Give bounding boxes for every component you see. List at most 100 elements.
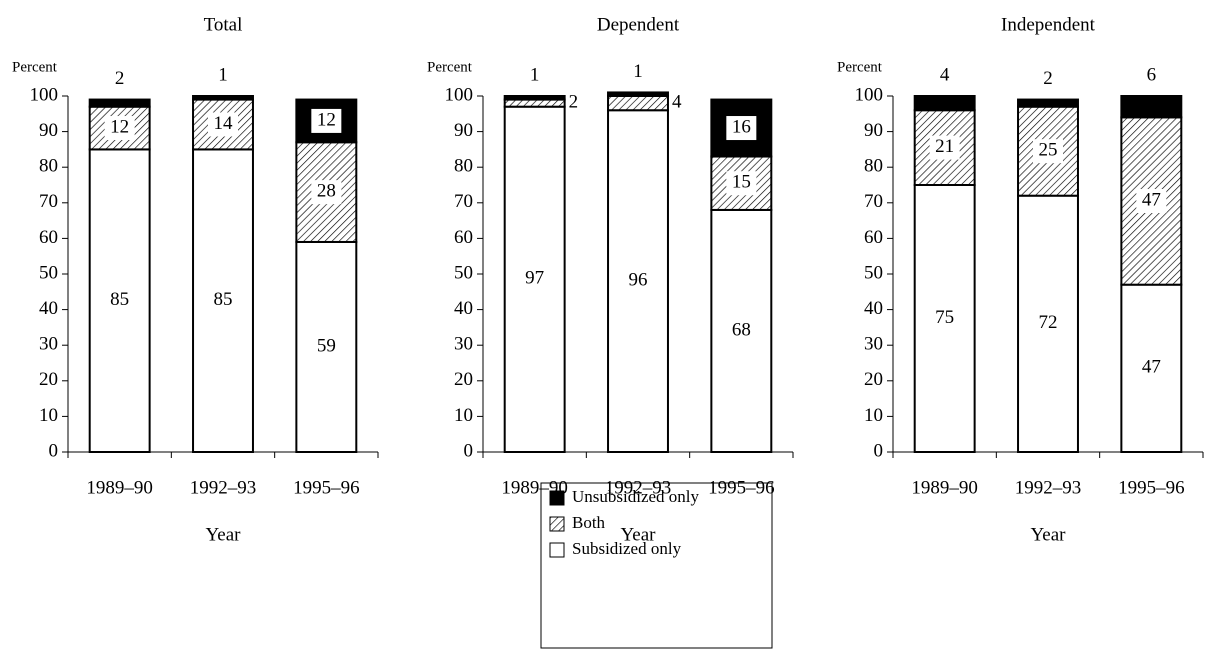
- y-tick-label: 90: [864, 120, 883, 141]
- y-tick-label: 60: [864, 227, 883, 248]
- x-tick-label: 1989–90: [911, 477, 978, 498]
- label-bg: [726, 171, 757, 196]
- y-tick-label: 50: [454, 262, 473, 283]
- y-tick-label: 80: [864, 156, 883, 177]
- bar-segment: [192, 95, 254, 101]
- data-label: 97: [525, 268, 544, 289]
- bar-segment: [88, 98, 151, 108]
- data-label: 28: [317, 180, 336, 201]
- y-axis-label: Percent: [837, 59, 883, 75]
- label-bg: [726, 116, 757, 141]
- y-tick-label: 40: [864, 298, 883, 319]
- chart-title: Independent: [1001, 14, 1096, 35]
- data-label: 12: [110, 116, 129, 137]
- bar-segment: [295, 240, 358, 453]
- data-label: 2: [569, 91, 579, 112]
- chart-title: Total: [204, 14, 243, 35]
- data-label: 47: [1142, 189, 1161, 210]
- data-label: 72: [1039, 312, 1058, 333]
- x-tick-label: 1995–96: [708, 477, 775, 498]
- y-tick-label: 80: [39, 156, 58, 177]
- y-axis-label: Percent: [12, 59, 58, 75]
- y-tick-label: 0: [464, 440, 474, 461]
- legend-swatch: [549, 490, 565, 506]
- label-bg: [929, 135, 960, 160]
- y-tick-label: 20: [454, 369, 473, 390]
- y-tick-label: 60: [454, 227, 473, 248]
- data-label: 12: [317, 109, 336, 130]
- bar-segment: [1017, 194, 1079, 453]
- data-label: 85: [110, 289, 129, 310]
- x-tick-label: 1992–93: [605, 477, 672, 498]
- data-label: 25: [1039, 140, 1058, 161]
- bar-segment: [1017, 98, 1079, 108]
- y-tick-label: 100: [30, 84, 59, 105]
- data-label: 6: [1147, 64, 1157, 85]
- y-tick-label: 40: [39, 298, 58, 319]
- bar-segment: [1120, 283, 1183, 453]
- y-tick-label: 0: [49, 440, 59, 461]
- y-tick-label: 30: [454, 334, 473, 355]
- legend-swatch: [549, 516, 565, 532]
- label-bg: [104, 116, 135, 141]
- data-label: 68: [732, 319, 751, 340]
- legend-label: Subsidized only: [572, 539, 682, 558]
- y-tick-label: 30: [39, 334, 58, 355]
- x-axis-label: Year: [205, 524, 241, 545]
- y-tick-label: 90: [454, 120, 473, 141]
- legend-box: [540, 482, 773, 649]
- y-tick-label: 0: [874, 440, 884, 461]
- bar-segment: [607, 95, 669, 112]
- data-label: 4: [672, 91, 682, 112]
- label-bg: [1136, 189, 1167, 214]
- y-tick-label: 80: [454, 156, 473, 177]
- y-tick-label: 70: [454, 191, 473, 212]
- bar-segment: [607, 91, 669, 98]
- y-tick-label: 30: [864, 334, 883, 355]
- label-bg: [311, 180, 342, 205]
- label-bg: [1033, 139, 1063, 164]
- data-label: 1: [530, 64, 540, 85]
- data-label: 16: [732, 116, 751, 137]
- data-label: 59: [317, 335, 336, 356]
- legend-swatch: [549, 542, 565, 558]
- x-tick-label: 1992–93: [1015, 477, 1082, 498]
- y-tick-label: 40: [454, 298, 473, 319]
- data-label: 2: [1043, 68, 1053, 89]
- x-tick-label: 1992–93: [190, 477, 257, 498]
- data-label: 96: [629, 269, 648, 290]
- data-label: 1: [633, 61, 643, 82]
- data-label: 4: [940, 64, 950, 85]
- data-label: 75: [935, 307, 954, 328]
- y-tick-label: 20: [39, 369, 58, 390]
- legend-label: Both: [572, 513, 606, 532]
- x-tick-label: 1995–96: [1118, 477, 1185, 498]
- data-label: 47: [1142, 357, 1161, 378]
- bar-segment: [913, 184, 976, 453]
- x-axis-label: Year: [1030, 524, 1066, 545]
- y-axis-label: Percent: [427, 59, 473, 75]
- x-tick-label: 1995–96: [293, 477, 360, 498]
- y-tick-label: 50: [39, 262, 58, 283]
- y-tick-label: 70: [864, 191, 883, 212]
- legend-label: Unsubsidized only: [572, 487, 700, 506]
- bar-segment: [88, 148, 151, 453]
- y-tick-label: 10: [864, 405, 883, 426]
- y-tick-label: 100: [855, 84, 884, 105]
- y-tick-label: 10: [454, 405, 473, 426]
- chart-title: Dependent: [597, 14, 680, 35]
- bar-segment: [1120, 95, 1183, 119]
- y-tick-label: 70: [39, 191, 58, 212]
- bar-segment: [607, 109, 669, 454]
- bar-segment: [503, 95, 566, 101]
- bar-segment: [913, 95, 976, 112]
- bar-segment: [503, 98, 566, 108]
- data-label: 14: [214, 113, 234, 134]
- data-label: 21: [935, 136, 954, 157]
- data-label: 1: [218, 64, 228, 85]
- y-tick-label: 90: [39, 120, 58, 141]
- y-tick-label: 10: [39, 405, 58, 426]
- x-tick-label: 1989–90: [86, 477, 153, 498]
- bar-segment: [192, 148, 254, 453]
